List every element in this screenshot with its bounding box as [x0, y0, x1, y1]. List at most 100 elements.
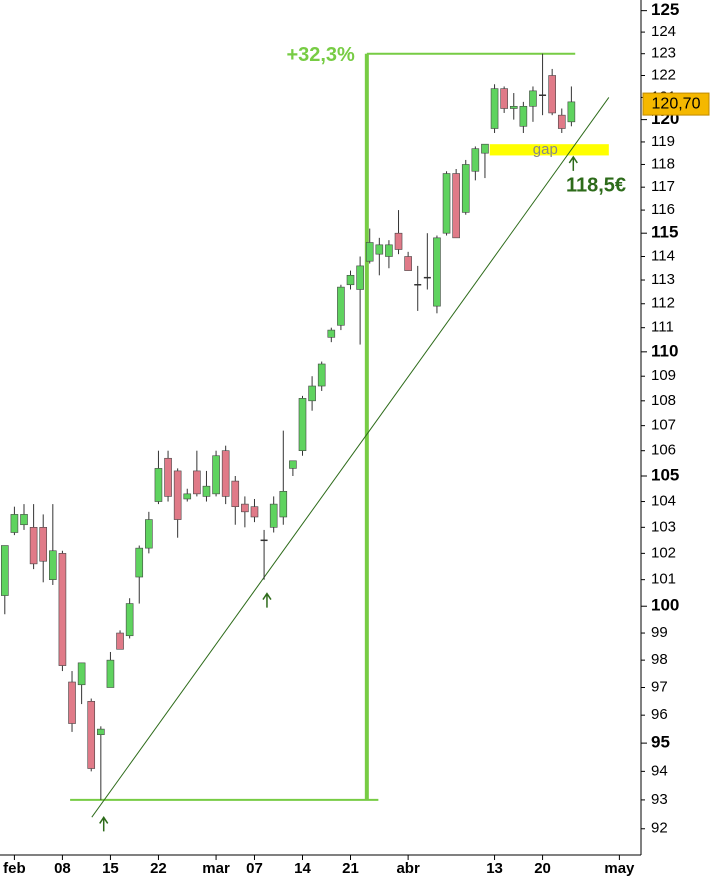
candle-body — [500, 88, 508, 109]
candle-body — [77, 662, 86, 686]
candle-body — [116, 632, 124, 650]
candle-body — [298, 398, 307, 452]
candle-body — [212, 455, 220, 495]
candle-body — [269, 503, 278, 528]
candle-body — [519, 105, 528, 127]
y-tick-label: 92 — [651, 820, 668, 837]
candle-body — [567, 101, 576, 123]
x-tick-label: 08 — [54, 860, 71, 877]
y-tick-label: 101 — [651, 571, 676, 588]
y-tick-label: 104 — [651, 493, 676, 510]
candle-body — [10, 514, 19, 533]
candle-body — [97, 728, 105, 736]
candle-body — [385, 244, 393, 257]
x-tick-label: feb — [3, 860, 26, 877]
candle-body — [327, 329, 336, 338]
y-tick-label: 107 — [651, 417, 676, 434]
candle-body — [49, 550, 57, 580]
x-tick-label: 14 — [294, 860, 311, 877]
y-tick-label: 122 — [651, 66, 676, 83]
y-tick-label: 102 — [651, 544, 676, 561]
candle-body — [452, 173, 460, 239]
y-tick-label: 119 — [651, 133, 675, 150]
y-tick-label: 108 — [651, 392, 676, 409]
candle-body — [471, 148, 480, 172]
candle-body — [529, 90, 537, 107]
candle-body — [193, 470, 201, 495]
y-tick-label: 118 — [651, 155, 675, 172]
y-tick-label: 100 — [651, 596, 679, 615]
candle-body — [394, 232, 403, 250]
target-label: 118,5€ — [566, 174, 626, 196]
candle-body — [289, 460, 297, 469]
y-tick-label: 94 — [651, 762, 668, 779]
candle-body — [39, 527, 48, 562]
x-tick-label: 15 — [102, 860, 119, 877]
candle-body — [404, 256, 412, 271]
candle-body — [1, 545, 9, 596]
y-tick-label: 97 — [651, 678, 668, 695]
candle-body — [164, 457, 172, 497]
y-tick-label: 105 — [651, 465, 679, 484]
candle-body — [356, 265, 364, 290]
x-tick-label: abr — [396, 860, 420, 877]
candle-body — [509, 105, 518, 109]
y-tick-label: 125 — [651, 0, 679, 19]
candle-body — [250, 506, 259, 518]
y-tick-label: 112 — [651, 295, 675, 312]
y-tick-label: 93 — [651, 791, 668, 808]
gap-band — [489, 144, 609, 156]
candle-body — [461, 164, 470, 213]
y-tick-label: 113 — [651, 271, 675, 288]
candle-body — [173, 470, 182, 520]
candle-body — [154, 468, 163, 502]
y-tick-label: 110 — [651, 341, 678, 360]
candle-body — [87, 701, 96, 769]
candle-body — [135, 547, 144, 578]
y-tick-label: 95 — [651, 733, 670, 752]
y-tick-label: 123 — [651, 45, 676, 62]
candle-body — [548, 75, 556, 114]
candle-body — [29, 527, 38, 565]
candle-body — [20, 514, 28, 526]
y-tick-label: 109 — [651, 367, 676, 384]
candle-body — [221, 450, 230, 497]
candle-body — [125, 603, 134, 637]
y-tick-label: 116 — [651, 201, 675, 218]
y-tick-label: 117 — [651, 178, 675, 195]
candle-body — [106, 659, 115, 688]
arrow — [568, 155, 578, 171]
x-tick-label: 21 — [342, 860, 359, 877]
candle-body — [145, 519, 153, 549]
x-tick-label: 07 — [246, 860, 263, 877]
candle-body — [241, 503, 249, 513]
y-tick-label: 103 — [651, 518, 676, 535]
candle-body — [279, 490, 288, 518]
candle-body — [183, 493, 192, 500]
candle-body — [433, 237, 441, 307]
y-tick-label: 114 — [651, 247, 675, 264]
candle-body — [202, 485, 211, 497]
candle-body — [346, 275, 355, 286]
y-tick-label: 124 — [651, 23, 676, 40]
candle-body — [68, 681, 76, 724]
y-tick-label: 98 — [651, 651, 668, 668]
y-tick-label: 115 — [651, 223, 678, 242]
last-price-box — [642, 92, 710, 116]
y-tick-label: 111 — [651, 319, 674, 336]
last-price-label: 120,70 — [652, 95, 701, 112]
measure-label: +32,3% — [286, 44, 355, 66]
gap-label: gap — [533, 141, 558, 158]
candle-body — [481, 143, 489, 154]
x-tick-label: 22 — [150, 860, 167, 877]
candle-body — [308, 385, 316, 402]
y-tick-label: 99 — [651, 624, 668, 641]
candle-body — [337, 286, 345, 326]
candle-body — [58, 553, 67, 666]
candle-body — [442, 173, 451, 234]
x-tick-label: 13 — [486, 860, 503, 877]
candle-body — [490, 88, 499, 129]
x-tick-label: may — [604, 860, 635, 877]
x-tick-label: 20 — [534, 860, 551, 877]
